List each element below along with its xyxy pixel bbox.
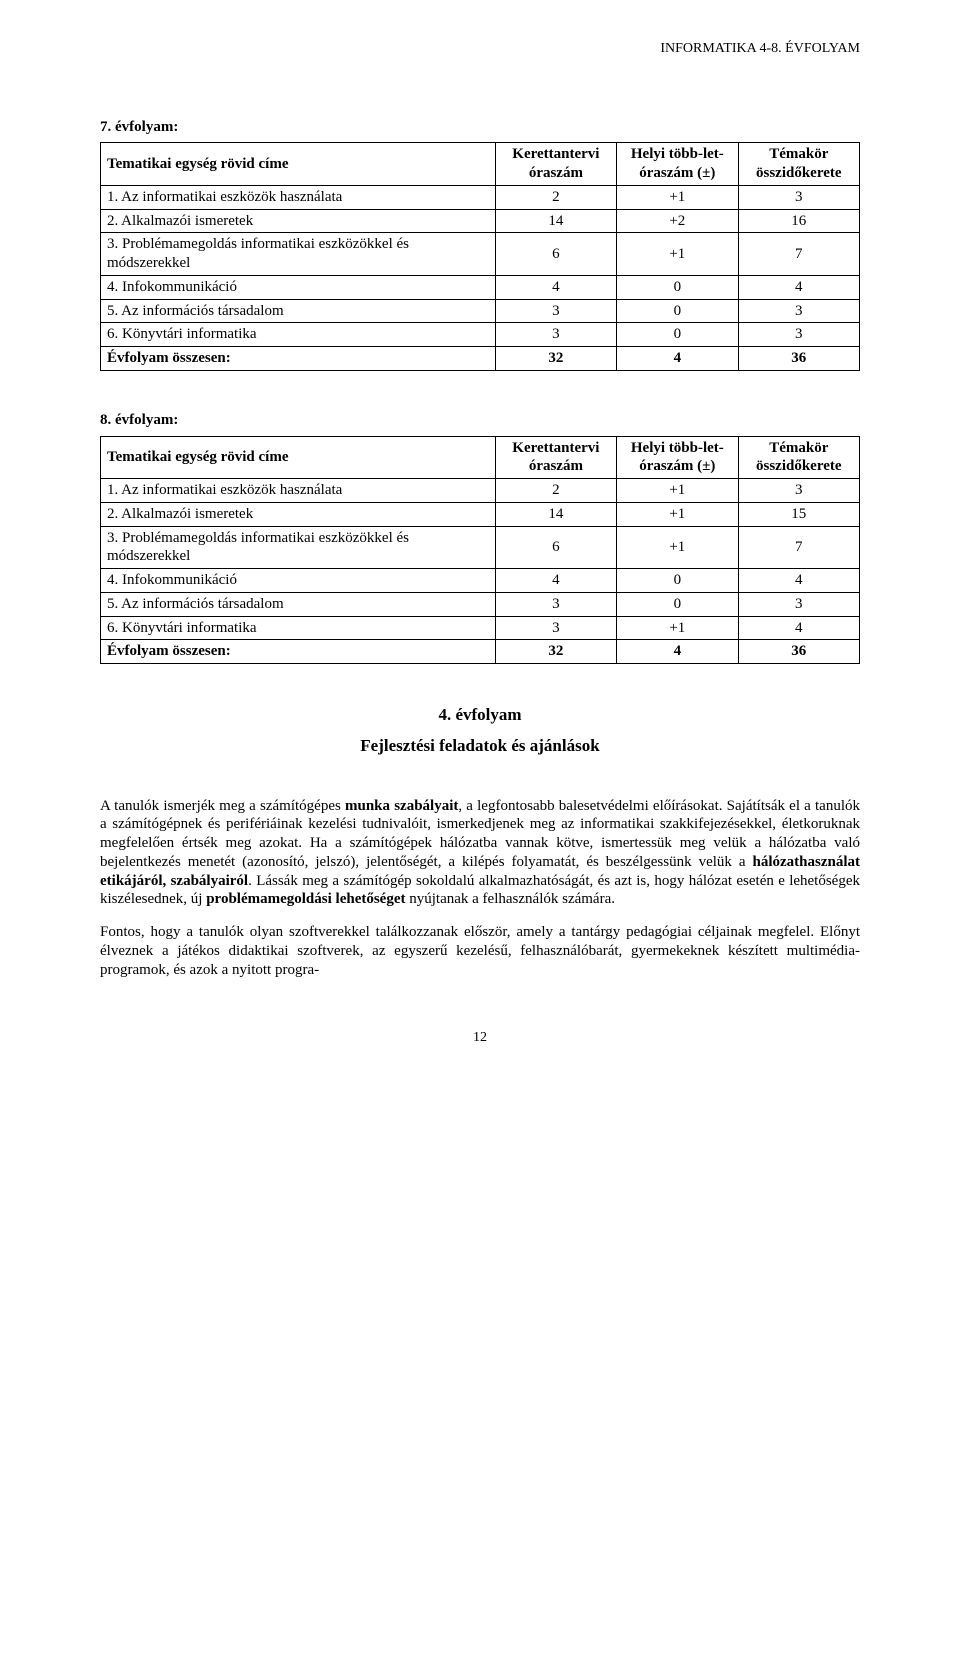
th-title: Tematikai egység rövid címe [101, 436, 496, 479]
page-header: INFORMATIKA 4-8. ÉVFOLYAM [100, 40, 860, 58]
th-col2: Helyi több-let-óraszám (±) [617, 436, 738, 479]
th-col3: Témakör összidőkerete [738, 436, 859, 479]
table-row-total: Évfolyam összesen:32436 [101, 640, 860, 664]
page-number: 12 [100, 1029, 860, 1047]
table-row-total: Évfolyam összesen:32436 [101, 347, 860, 371]
table-grade-8: Tematikai egység rövid címe Kerettanterv… [100, 436, 860, 665]
th-col1: Kerettantervi óraszám [495, 143, 616, 186]
table-row: 3. Problémamegoldás informatikai eszközö… [101, 233, 860, 276]
table-grade-7: Tematikai egység rövid címe Kerettanterv… [100, 142, 860, 371]
p1-bold1: munka szabályait [345, 798, 458, 814]
table-row: 3. Problémamegoldás informatikai eszközö… [101, 526, 860, 569]
paragraph-2: Fontos, hogy a tanulók olyan szoftverekk… [100, 923, 860, 979]
grade-heading: 4. évfolyam [100, 704, 860, 725]
section-7-label: 7. évfolyam: [100, 118, 860, 137]
section-8-label: 8. évfolyam: [100, 411, 860, 430]
p1-text: nyújtanak a felhasználók számára. [406, 891, 616, 907]
table-row: 1. Az informatikai eszközök használata2+… [101, 185, 860, 209]
th-col1: Kerettantervi óraszám [495, 436, 616, 479]
table-row: 1. Az informatikai eszközök használata2+… [101, 479, 860, 503]
table-row: 2. Alkalmazói ismeretek14+216 [101, 209, 860, 233]
table-row: 5. Az információs társadalom303 [101, 299, 860, 323]
th-col3: Témakör összidőkerete [738, 143, 859, 186]
p1-text: A tanulók ismerjék meg a számítógépes [100, 798, 345, 814]
th-col2: Helyi több-let-óraszám (±) [617, 143, 738, 186]
table-row: 4. Infokommunikáció404 [101, 275, 860, 299]
table-row: 2. Alkalmazói ismeretek14+115 [101, 502, 860, 526]
table-row: 4. Infokommunikáció404 [101, 569, 860, 593]
table-row: 5. Az információs társadalom303 [101, 592, 860, 616]
tasks-heading: Fejlesztési feladatok és ajánlások [100, 735, 860, 756]
paragraph-1: A tanulók ismerjék meg a számítógépes mu… [100, 797, 860, 910]
p1-bold3: problémamegoldási lehetőséget [206, 891, 405, 907]
table-row: 6. Könyvtári informatika303 [101, 323, 860, 347]
th-title: Tematikai egység rövid címe [101, 143, 496, 186]
table-row: 6. Könyvtári informatika3+14 [101, 616, 860, 640]
